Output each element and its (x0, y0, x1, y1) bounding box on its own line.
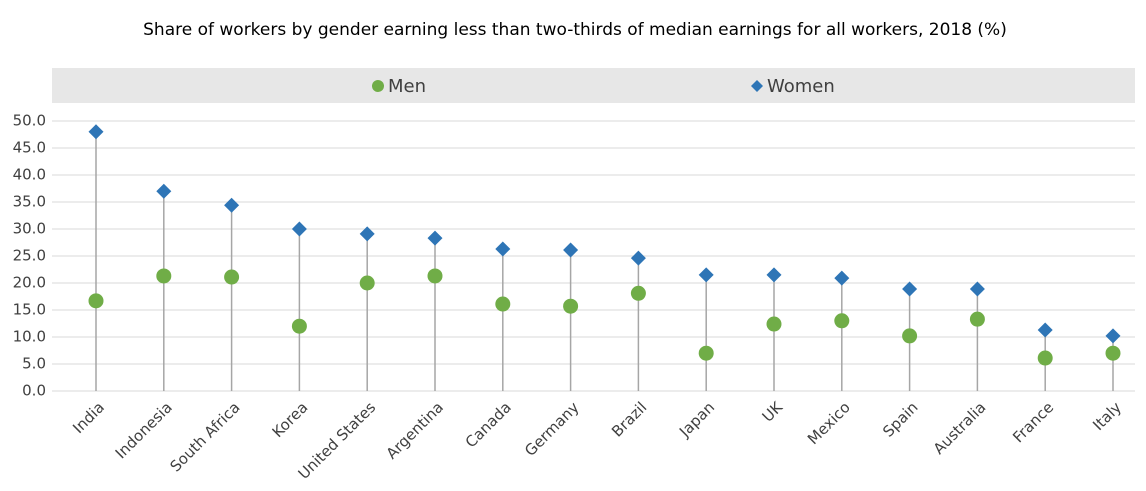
y-tick-label: 5.0 (22, 355, 46, 373)
women-marker (834, 270, 850, 286)
x-tick-label: Japan (675, 398, 718, 441)
x-tick-label: Argentina (383, 398, 447, 462)
y-tick-label: 50.0 (13, 112, 46, 130)
x-tick-label: India (69, 398, 108, 437)
women-marker (224, 197, 240, 213)
x-tick-label: Indonesia (112, 398, 176, 462)
y-tick-label: 25.0 (13, 247, 46, 265)
women-marker (902, 281, 918, 297)
legend-label: Women (767, 76, 835, 97)
y-tick-label: 40.0 (13, 166, 46, 184)
men-marker (88, 293, 104, 309)
men-marker (427, 268, 443, 284)
women-marker (969, 281, 985, 297)
women-marker (1037, 322, 1053, 338)
women-marker (1105, 328, 1121, 344)
women-marker (698, 267, 714, 283)
y-tick-label: 0.0 (22, 382, 46, 400)
men-marker (291, 318, 307, 334)
x-tick-label: Australia (930, 398, 990, 458)
men-marker (698, 345, 714, 361)
men-marker (902, 328, 918, 344)
legend-marker (751, 80, 763, 92)
women-marker (291, 221, 307, 237)
women-marker (359, 226, 375, 242)
women-marker (630, 250, 646, 266)
x-tick-label: Korea (269, 398, 312, 441)
women-marker (766, 267, 782, 283)
legend-label: Men (388, 76, 426, 97)
legend-band (52, 68, 1135, 103)
women-marker (88, 124, 104, 140)
men-marker (495, 296, 511, 312)
x-tick-label: Italy (1089, 398, 1125, 434)
y-tick-label: 15.0 (13, 301, 46, 319)
x-tick-label: Brazil (608, 398, 650, 440)
legend-marker (372, 80, 384, 92)
men-marker (224, 269, 240, 285)
x-tick-label: Spain (879, 398, 921, 440)
y-tick-label: 20.0 (13, 274, 46, 292)
women-marker (427, 230, 443, 246)
women-marker (156, 183, 172, 199)
y-tick-label: 10.0 (13, 328, 46, 346)
men-marker (1037, 350, 1053, 366)
men-marker (1105, 345, 1121, 361)
y-tick-label: 30.0 (13, 220, 46, 238)
chart-title: Share of workers by gender earning less … (143, 20, 1007, 40)
women-marker (495, 241, 511, 257)
x-tick-label: Canada (462, 398, 515, 451)
y-tick-label: 35.0 (13, 193, 46, 211)
x-tick-label: France (1009, 398, 1057, 446)
y-tick-label: 45.0 (13, 139, 46, 157)
men-marker (359, 275, 375, 291)
x-tick-label: Mexico (804, 398, 854, 448)
men-marker (834, 313, 850, 329)
men-marker (766, 316, 782, 332)
men-marker (156, 268, 172, 284)
women-marker (563, 242, 579, 258)
men-marker (630, 285, 646, 301)
men-marker (969, 311, 985, 327)
x-tick-label: Germany (521, 398, 583, 460)
x-tick-label: UK (759, 397, 787, 425)
men-marker (563, 298, 579, 314)
x-tick-label: South Africa (166, 398, 243, 475)
